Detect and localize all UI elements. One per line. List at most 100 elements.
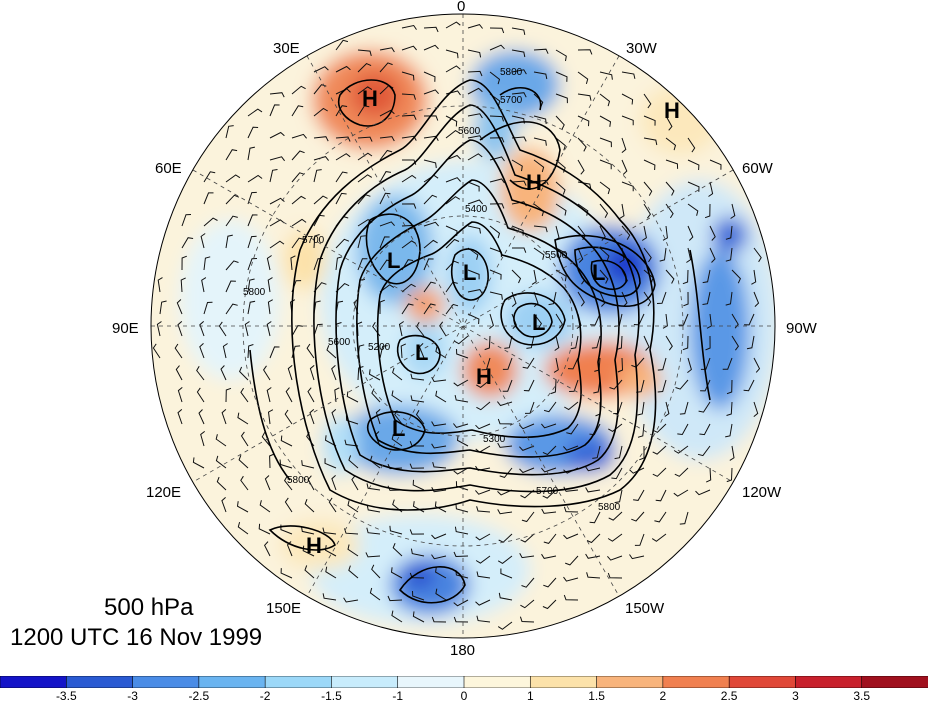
wind-barb [657,357,667,371]
wind-barb [423,194,438,205]
wind-barbs [152,21,762,630]
wind-barb [687,181,700,192]
wind-barb [489,137,505,143]
wind-barb [247,174,263,183]
wind-barb [415,410,425,425]
wind-barb [175,365,183,381]
wind-barb [511,69,527,75]
wind-barb [726,379,733,395]
wind-barb [201,277,207,293]
wind-barb [554,335,560,351]
colorbar-swatch [861,676,928,688]
wind-barb [379,149,393,161]
wind-barb [216,476,227,491]
colorbar-tick-label: 0 [460,689,468,703]
wind-barb [401,203,417,209]
wind-barb [566,423,579,435]
contour-label: 5500 [545,250,568,261]
wind-barb [746,335,755,350]
wind-barb [220,365,227,381]
wind-barb [542,445,557,456]
wind-barb [698,401,711,413]
wind-barb [238,455,249,469]
wind-barb [652,467,667,477]
wind-barb [563,576,579,582]
wind-barb [665,115,673,131]
wind-barb [678,313,689,326]
wind-barb [237,412,249,425]
wind-barb [731,269,741,284]
wind-barb [400,343,407,359]
wind-barb [369,587,381,601]
longitude-label: 30E [273,40,300,57]
wind-barb [371,388,381,403]
colorbar-swatch [662,676,730,688]
wind-barb [533,48,549,54]
wind-barb [225,125,234,139]
wind-barb [198,409,205,425]
wind-barb [700,379,711,392]
wind-barb [497,442,513,448]
wind-barb [313,195,328,205]
wind-barb [423,71,436,82]
wind-barb [391,434,403,447]
contour-value-labels: 5800 5700 5600 5500 5400 5300 5200 5700 … [243,67,621,513]
wind-barb [614,445,623,460]
anomaly-shading [151,14,775,638]
wind-barb [379,62,393,73]
wind-barb [309,409,315,425]
wind-barb [753,357,761,373]
wind-barb [348,455,359,469]
wind-barb [240,387,249,403]
map-border [150,13,776,639]
low-center: L [387,248,400,273]
wind-barb [423,281,436,293]
wind-barb [225,303,238,315]
wind-barb [489,71,501,85]
colorbar [0,676,928,688]
wind-barb [467,24,483,29]
wind-barb [284,497,293,513]
wind-barb [431,533,447,540]
wind-barb [590,313,601,326]
colorbar-tick-label: -1.5 [321,689,342,703]
wind-barb [511,269,522,284]
wind-barb [301,526,315,535]
wind-barb [651,533,667,542]
wind-barb [222,343,228,359]
wind-barb [225,280,236,293]
wind-barb [401,24,417,30]
low-center: L [592,260,605,285]
wind-barb [475,423,491,430]
contour-label: 5600 [328,337,351,348]
wind-barb [434,501,447,513]
wind-barb [335,238,350,249]
wind-barb [585,487,601,493]
wind-barb [467,199,483,205]
low-center: L [415,340,428,365]
wind-barb [489,313,494,329]
colorbar-tick-label: 2.5 [720,689,738,703]
wind-barb [511,225,524,236]
wind-barb [555,49,567,62]
wind-barb [555,137,566,151]
wind-barb [347,500,359,513]
colorbar-swatch [529,676,598,688]
wind-barb [309,365,315,381]
wind-barb [709,247,716,263]
wind-barb [541,423,557,429]
wind-barb [484,335,491,351]
wind-barb [181,214,192,227]
wind-barb [665,335,673,351]
wind-barb [631,511,645,522]
wind-barb [307,387,315,403]
wind-barb [621,181,634,192]
wind-barb [423,26,439,33]
wind-barb [225,215,238,227]
wind-barb [455,481,469,491]
wind-barb [401,303,414,315]
wind-barb [497,418,513,425]
wind-barb [174,343,183,359]
wind-barb [621,93,634,105]
